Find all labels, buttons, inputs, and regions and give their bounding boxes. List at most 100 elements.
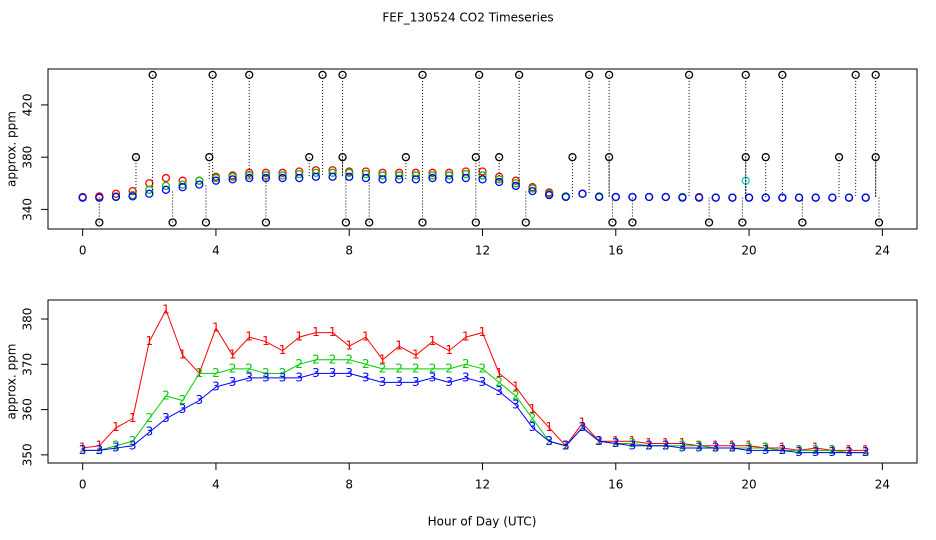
point-symbol: 3 <box>462 370 470 384</box>
point <box>411 171 421 180</box>
x-tick-label: 8 <box>345 244 353 258</box>
point-symbol: 3 <box>95 443 103 457</box>
point-symbol: 1 <box>79 441 87 455</box>
point-symbol: 2 <box>179 393 187 407</box>
point <box>195 180 204 189</box>
point <box>515 70 524 80</box>
point-symbol: 1 <box>495 366 503 380</box>
point-symbol: 2 <box>762 441 770 455</box>
point-symbol: 3 <box>795 445 803 459</box>
point <box>145 189 154 198</box>
point <box>544 190 554 200</box>
point <box>378 175 387 184</box>
point-symbol: 1 <box>129 411 137 425</box>
point-symbol: 3 <box>479 375 487 389</box>
point <box>628 218 637 227</box>
y-tick-label: 370 <box>21 353 35 376</box>
point-symbol: 1 <box>845 443 853 457</box>
point <box>328 172 337 181</box>
point-symbol: 1 <box>245 330 253 344</box>
point-symbol: 2 <box>212 366 220 380</box>
point <box>761 153 770 162</box>
point <box>278 168 287 177</box>
point <box>445 175 454 184</box>
point <box>778 193 787 202</box>
point-symbol: 2 <box>745 441 753 455</box>
point <box>95 218 104 227</box>
point <box>661 192 670 202</box>
point-symbol: 1 <box>212 321 220 335</box>
point-symbol: 1 <box>95 438 103 452</box>
point <box>678 193 687 202</box>
point-symbol: 2 <box>112 438 120 452</box>
point-symbol: 1 <box>162 302 170 316</box>
point-symbol: 2 <box>312 352 320 366</box>
y-tick-label: 380 <box>21 308 35 331</box>
point-symbol: 1 <box>612 434 620 448</box>
point-symbol: 1 <box>645 436 653 450</box>
point-symbol: 1 <box>229 348 237 362</box>
point <box>461 169 470 179</box>
point <box>428 171 437 180</box>
point <box>844 193 854 202</box>
point <box>411 175 421 184</box>
point-symbol: 1 <box>295 330 303 344</box>
point-symbol: 2 <box>395 361 403 375</box>
point <box>578 189 587 198</box>
point <box>211 173 221 183</box>
point <box>528 186 537 196</box>
point <box>644 192 654 202</box>
point-symbol: 3 <box>829 445 837 459</box>
point-symbol: 2 <box>445 361 453 375</box>
point-symbol: 2 <box>279 366 287 380</box>
point-symbol: 1 <box>362 330 370 344</box>
point <box>168 218 177 227</box>
point-symbol: 3 <box>545 434 553 448</box>
point <box>741 153 750 162</box>
x-tick-label: 0 <box>79 478 87 492</box>
point-symbol: 1 <box>529 402 537 416</box>
x-tick-label: 20 <box>741 478 756 492</box>
point-symbol: 3 <box>429 370 437 384</box>
point <box>361 173 371 183</box>
point-symbol: 3 <box>679 441 687 455</box>
point-symbol: 1 <box>712 438 720 452</box>
point-symbol: 3 <box>612 436 620 450</box>
point <box>738 218 747 227</box>
point-symbol: 2 <box>362 357 370 371</box>
point-symbol: 3 <box>345 366 353 380</box>
y-tick-label: 340 <box>21 198 35 221</box>
x-tick-label: 12 <box>475 244 490 258</box>
point <box>131 153 141 162</box>
point <box>694 193 704 202</box>
x-tick-label: 4 <box>212 244 220 258</box>
point-symbol: 1 <box>312 325 320 339</box>
point-symbol: 1 <box>512 379 520 393</box>
point <box>205 153 214 162</box>
point-symbol: 3 <box>745 443 753 457</box>
point <box>111 192 121 202</box>
x-tick-label: 16 <box>608 244 623 258</box>
point-symbol: 2 <box>262 366 270 380</box>
point-symbol: 3 <box>529 420 537 434</box>
point-symbol: 2 <box>795 443 803 457</box>
point-symbol: 2 <box>695 438 703 452</box>
point <box>584 70 594 80</box>
point-symbol: 2 <box>462 357 470 371</box>
point-symbol: 3 <box>362 370 370 384</box>
point-symbol: 3 <box>262 370 270 384</box>
point-symbol: 3 <box>79 443 87 457</box>
point-symbol: 3 <box>695 441 703 455</box>
point-symbol: 3 <box>412 375 420 389</box>
point <box>811 193 820 202</box>
point-symbol: 2 <box>129 434 137 448</box>
plot-box <box>47 68 918 230</box>
point <box>704 218 714 227</box>
series-line <box>82 308 866 451</box>
point-symbol: 3 <box>145 425 153 439</box>
point <box>834 153 844 162</box>
point <box>798 218 807 227</box>
point-symbol: 1 <box>862 443 870 457</box>
point <box>338 153 347 162</box>
